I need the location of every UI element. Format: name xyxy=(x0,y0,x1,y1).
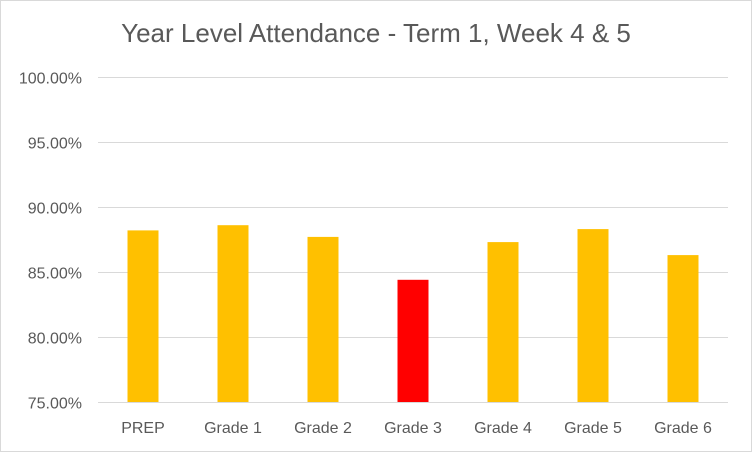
y-tick-label: 85.00% xyxy=(28,266,82,283)
y-tick-label: 100.00% xyxy=(19,71,82,88)
y-tick-label: 80.00% xyxy=(28,331,82,348)
bar-grade-3 xyxy=(397,279,429,402)
x-tick-label: Grade 3 xyxy=(384,420,442,437)
bar-grade-2 xyxy=(307,236,339,402)
bars xyxy=(127,225,699,402)
y-axis-ticks: 75.00% 80.00% 85.00% 90.00% 95.00% 100.00% xyxy=(19,71,82,413)
x-axis-ticks: PREP Grade 1 Grade 2 Grade 3 Grade 4 Grade 5 G… xyxy=(121,420,712,437)
x-tick-label: Grade 6 xyxy=(654,420,712,437)
x-tick-label: Grade 4 xyxy=(474,420,532,437)
x-tick-label: Grade 5 xyxy=(564,420,622,437)
y-tick-label: 75.00% xyxy=(28,396,82,413)
bar-grade-4 xyxy=(487,242,519,402)
y-tick-label: 95.00% xyxy=(28,136,82,153)
chart-title: Year Level Attendance - Term 1, Week 4 &… xyxy=(121,18,631,48)
x-tick-label: Grade 1 xyxy=(204,420,262,437)
y-tick-label: 90.00% xyxy=(28,201,82,218)
bar-grade-1 xyxy=(217,225,249,402)
bar-grade-5 xyxy=(577,229,609,402)
x-tick-label: PREP xyxy=(121,420,165,437)
x-tick-label: Grade 2 xyxy=(294,420,352,437)
bar-grade-6 xyxy=(667,255,699,402)
bar-prep xyxy=(127,230,159,402)
